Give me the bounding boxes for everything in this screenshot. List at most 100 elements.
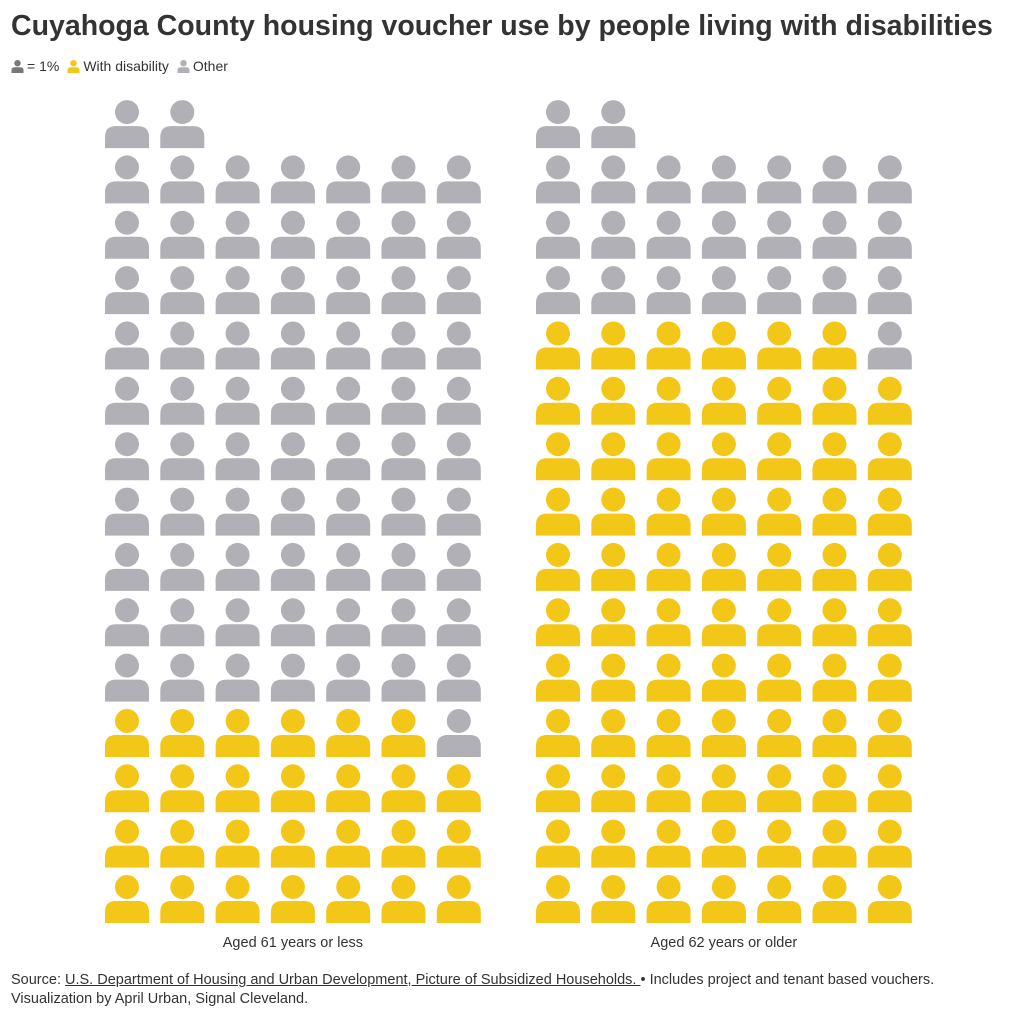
person-icon-with-disability bbox=[701, 653, 746, 702]
person-icon-with-disability bbox=[591, 819, 636, 868]
person-icon-with-disability bbox=[701, 875, 746, 923]
person-icon-with-disability bbox=[867, 875, 912, 923]
person-icon-with-disability bbox=[812, 875, 857, 923]
source-note: Source: U.S. Department of Housing and U… bbox=[11, 971, 1011, 1009]
person-icon-with-disability bbox=[867, 432, 912, 481]
person-icon-other bbox=[160, 100, 205, 149]
person-icon-other bbox=[160, 376, 205, 425]
person-icon-with-disability bbox=[591, 321, 636, 370]
person-icon-other bbox=[215, 432, 260, 481]
person-icon-other bbox=[591, 210, 636, 259]
person-icon-with-disability bbox=[701, 819, 746, 868]
person-icon-with-disability bbox=[701, 487, 746, 536]
person-icon-with-disability bbox=[436, 764, 481, 813]
person-icon-other bbox=[757, 210, 802, 259]
person-icon-with-disability bbox=[646, 487, 691, 536]
person-icon-with-disability bbox=[646, 875, 691, 923]
person-icon-other bbox=[270, 210, 315, 259]
person-icon-with-disability bbox=[867, 819, 912, 868]
legend-label-other: Other bbox=[192, 58, 228, 74]
person-icon-other bbox=[160, 266, 205, 315]
person-icon-with-disability bbox=[867, 542, 912, 591]
person-icon-other bbox=[591, 100, 636, 149]
person-icon-other bbox=[105, 432, 149, 481]
person-icon-with-disability bbox=[215, 819, 260, 868]
person-icon-other bbox=[436, 542, 481, 591]
person-icon-with-disability bbox=[646, 709, 691, 757]
person-icon-other bbox=[436, 598, 481, 647]
person-icon-with-disability bbox=[591, 432, 636, 481]
person-icon-other bbox=[215, 598, 260, 647]
person-icon-other bbox=[326, 376, 371, 425]
person-icon-with-disability bbox=[270, 709, 315, 757]
person-icon-with-disability bbox=[591, 487, 636, 536]
person-icon-with-disability bbox=[160, 764, 205, 813]
person-icon-with-disability bbox=[105, 709, 149, 757]
person-icon bbox=[177, 59, 190, 73]
person-icon-with-disability bbox=[536, 321, 580, 370]
person-icon-with-disability bbox=[536, 542, 580, 591]
person-icon-with-disability bbox=[701, 598, 746, 647]
person-icon-with-disability bbox=[646, 819, 691, 868]
person-icon-other bbox=[536, 210, 580, 259]
person-icon-other bbox=[105, 487, 149, 536]
person-icon-other bbox=[812, 266, 857, 315]
person-icon-with-disability bbox=[536, 598, 580, 647]
person-icon-with-disability bbox=[326, 819, 371, 868]
person-icon-with-disability bbox=[757, 875, 802, 923]
chart-title: Cuyahoga County housing voucher use by p… bbox=[11, 10, 993, 42]
person-icon-with-disability bbox=[160, 819, 205, 868]
person-icon-with-disability bbox=[867, 653, 912, 702]
person-icon-with-disability bbox=[646, 598, 691, 647]
person-icon-other bbox=[326, 487, 371, 536]
person-icon-other bbox=[160, 432, 205, 481]
person-icon-with-disability bbox=[536, 653, 580, 702]
person-icon-other bbox=[270, 487, 315, 536]
person-icon-other bbox=[757, 155, 802, 204]
person-icon-with-disability bbox=[215, 709, 260, 757]
person-icon-other bbox=[160, 321, 205, 370]
person-icon-with-disability bbox=[757, 764, 802, 813]
person-icon-with-disability bbox=[215, 875, 260, 923]
person-icon-other bbox=[436, 376, 481, 425]
person-icon-other bbox=[701, 155, 746, 204]
person-icon-other bbox=[105, 100, 149, 149]
person-icon-with-disability bbox=[536, 764, 580, 813]
person-icon-other bbox=[105, 653, 149, 702]
person-icon-with-disability bbox=[436, 819, 481, 868]
person-icon-with-disability bbox=[812, 709, 857, 757]
person-icon-other bbox=[215, 542, 260, 591]
person-icon-other bbox=[326, 432, 371, 481]
person-icon-with-disability bbox=[381, 764, 426, 813]
person-icon-with-disability bbox=[591, 709, 636, 757]
source-link[interactable]: U.S. Department of Housing and Urban Dev… bbox=[65, 972, 641, 988]
person-icon-other bbox=[812, 210, 857, 259]
person-icon-other bbox=[160, 653, 205, 702]
person-icon-with-disability bbox=[270, 819, 315, 868]
person-icon-other bbox=[270, 321, 315, 370]
person-icon-with-disability bbox=[536, 376, 580, 425]
person-icon-other bbox=[326, 210, 371, 259]
person-icon-other bbox=[215, 376, 260, 425]
person-icon-other bbox=[536, 100, 580, 149]
person-icon-with-disability bbox=[436, 875, 481, 923]
person-icon-other bbox=[270, 155, 315, 204]
person-icon-other bbox=[160, 598, 205, 647]
person-icon-with-disability bbox=[646, 321, 691, 370]
person-icon-with-disability bbox=[757, 487, 802, 536]
person-icon-other bbox=[436, 709, 481, 757]
person-icon-other bbox=[381, 542, 426, 591]
person-icon-with-disability bbox=[812, 598, 857, 647]
person-icon-other bbox=[326, 155, 371, 204]
person-icon-with-disability bbox=[812, 542, 857, 591]
person-icon-other bbox=[105, 155, 149, 204]
panel-label: Aged 62 years or older bbox=[651, 935, 798, 951]
person-icon-other bbox=[701, 210, 746, 259]
person-icon-other bbox=[160, 487, 205, 536]
legend-item-with-disability: With disability bbox=[67, 58, 169, 74]
person-icon-other bbox=[646, 266, 691, 315]
person-icon-other bbox=[591, 266, 636, 315]
person-icon-with-disability bbox=[867, 764, 912, 813]
person-icon-other bbox=[270, 653, 315, 702]
person-icon-other bbox=[105, 321, 149, 370]
